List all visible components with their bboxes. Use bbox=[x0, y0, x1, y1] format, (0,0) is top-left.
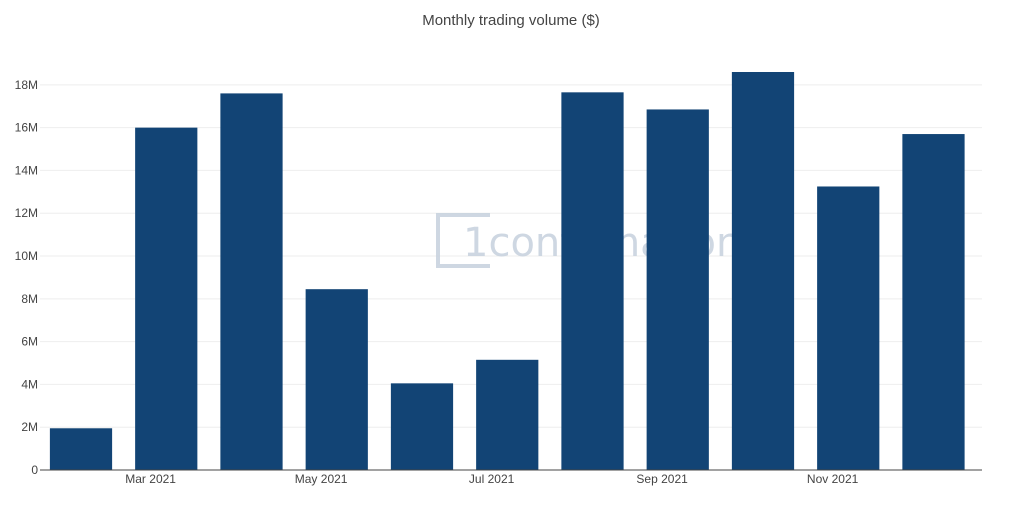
y-tick-label: 8M bbox=[21, 292, 38, 306]
bar-mar-2021[interactable] bbox=[135, 127, 198, 471]
x-tick-label: Jul 2021 bbox=[469, 472, 515, 486]
y-tick-label: 14M bbox=[15, 163, 38, 177]
bar-jun-2021[interactable] bbox=[390, 383, 454, 470]
y-tick-label: 18M bbox=[15, 78, 38, 92]
bar-aug-2021[interactable] bbox=[561, 92, 624, 471]
x-tick-label: May 2021 bbox=[295, 472, 348, 486]
y-tick-label: 12M bbox=[15, 206, 38, 220]
x-axis-ticks: Mar 2021 May 2021 Jul 2021 Sep 2021 Nov 2021 bbox=[125, 472, 858, 486]
bar-may-2021[interactable] bbox=[305, 289, 368, 470]
y-tick-label: 10M bbox=[15, 249, 38, 263]
y-tick-label: 2M bbox=[21, 420, 38, 434]
bar-dec-2021[interactable] bbox=[902, 134, 965, 470]
bar-oct-2021[interactable] bbox=[731, 72, 795, 470]
y-tick-label: 6M bbox=[21, 335, 38, 349]
x-tick-label: Sep 2021 bbox=[636, 472, 688, 486]
bar-apr-2021[interactable] bbox=[220, 93, 283, 470]
y-axis-ticks: 0 2M 4M 6M 8M 10M 12M 14M 16M 18M bbox=[15, 78, 39, 477]
y-tick-label: 0 bbox=[31, 463, 38, 477]
bar-feb-2021[interactable] bbox=[49, 428, 113, 470]
x-tick-label: Mar 2021 bbox=[125, 472, 176, 486]
y-tick-label: 16M bbox=[15, 121, 38, 135]
bar-sep-2021[interactable] bbox=[646, 109, 709, 471]
x-tick-label: Nov 2021 bbox=[807, 472, 859, 486]
chart-title: Monthly trading volume ($) bbox=[422, 12, 600, 29]
bar-nov-2021[interactable] bbox=[817, 186, 880, 470]
bars bbox=[49, 72, 965, 471]
y-tick-label: 4M bbox=[21, 377, 38, 391]
bar-jul-2021[interactable] bbox=[476, 359, 539, 470]
